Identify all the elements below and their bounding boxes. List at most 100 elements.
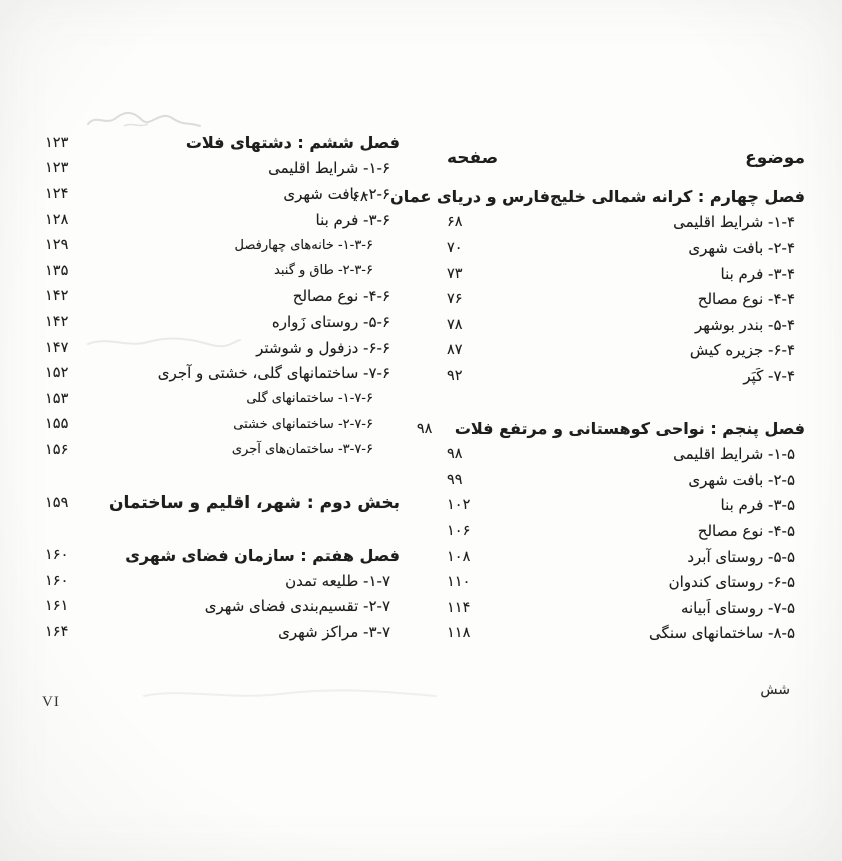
pencil-mark-bottom [143, 689, 437, 697]
toc-row-subitem: ۲-۷-۶- ساختمانهای خشتی ۱۵۵ [45, 412, 400, 438]
toc-row-subitem: ۳-۷-۶- ساختمان‌های آجری ۱۵۶ [45, 437, 400, 463]
toc-entry-label: فصل چهارم : کرانه شمالی خلیج‌فارس و دریا… [390, 187, 805, 207]
toc-entry-page-number: ۹۲ [447, 367, 463, 384]
toc-entry-page-number: ۹۹ [447, 471, 463, 488]
toc-row-item: ۲-۷- تقسیم‌بندی فضای شهری ۱۶۱ [45, 594, 400, 620]
toc-entry-page-number: ۱۶۰ [45, 547, 69, 564]
toc-entry-page-number: ۸۷ [447, 342, 463, 359]
toc-entry-label: ۳-۶- فرم بنا [315, 210, 391, 229]
toc-row-item: ۳-۶- فرم بنا ۱۲۸ [45, 207, 400, 233]
toc-entry-label: ۳-۷- مراکز شهری [278, 622, 390, 641]
toc-row-item: ۶-۴- جزیره کیش ۸۷ [447, 338, 805, 364]
toc-row-part: بخش دوم : شهر، اقلیم و ساختمان ۱۵۹ [45, 490, 400, 516]
toc-entry-page-number: ۱۰۸ [447, 548, 471, 565]
toc-entry-label: ۷-۶- ساختمانهای گلی، خشتی و آجری [157, 364, 390, 383]
toc-entry-page-number: ۱۶۱ [45, 598, 69, 615]
toc-entry-page-number: ۱۵۳ [45, 390, 69, 407]
toc-entry-label: ۲-۳-۶- طاق و گنبد [274, 263, 373, 279]
toc-entry-page-number: ۱۱۴ [447, 599, 471, 616]
toc-row-item: ۲-۵- بافت شهری ۹۹ [447, 467, 805, 493]
toc-entry-page-number: ۱۵۹ [45, 494, 69, 511]
toc-entry-label: ۷-۵- روستای اَبیانه [680, 598, 795, 617]
toc-entry-label: ۱-۷- طلیعه تمدن [285, 571, 390, 590]
toc-entry-page-number: ۱۶۰ [45, 572, 69, 589]
toc-row-item: ۵-۴- بندر بوشهر ۷۸ [447, 312, 805, 338]
toc-row-item: ۷-۴- کَپَر ۹۲ [447, 363, 805, 389]
toc-row-item: ۵-۶- روستای زَواره ۱۴۲ [45, 309, 400, 335]
toc-entry-page-number: ۱۲۳ [45, 134, 69, 151]
toc-entry-label: ۶-۶- دزفول و شوشتر [256, 338, 390, 357]
toc-entry-label: ۱-۴- شرایط اقلیمی [673, 213, 795, 232]
toc-row-item: ۴-۴- نوع مصالح ۷۶ [447, 286, 805, 312]
toc-entry-label: ۷-۴- کَپَر [743, 366, 795, 385]
toc-header-row: موضوع صفحه [447, 145, 805, 171]
toc-entry-page-number: ۶۸ [447, 214, 463, 231]
toc-row-item: ۳-۷- مراکز شهری ۱۶۴ [45, 619, 400, 645]
toc-row-item: ۱-۶- شرایط اقلیمی ۱۲۳ [45, 156, 400, 182]
toc-entry-page-number: ۱۱۰ [447, 574, 471, 591]
toc-row-item: ۴-۶- نوع مصالح ۱۴۲ [45, 284, 400, 310]
toc-row-item: ۴-۵- نوع مصالح ۱۰۶ [447, 518, 805, 544]
toc-entry-label: ۱-۳-۶- خانه‌های چهارفصل [234, 237, 373, 253]
toc-right-rows: فصل چهارم : کرانه شمالی خلیج‌فارس و دریا… [352, 184, 805, 646]
toc-entry-label: ۱-۶- شرایط اقلیمی [268, 159, 390, 178]
toc-entry-page-number: ۱۲۸ [45, 211, 69, 228]
toc-entry-page-number: ۱۲۳ [45, 160, 69, 177]
toc-entry-label: ۱-۷-۶- ساختمانهای گلی [246, 391, 373, 407]
toc-entry-label: ۴-۴- نوع مصالح [697, 290, 795, 309]
toc-entry-page-number: ۱۵۶ [45, 441, 69, 458]
toc-row-chapter: فصل پنجم : نواحی کوهستانی و مرتفع فلات ۹۸ [417, 416, 805, 442]
toc-entry-label: ۸-۵- ساختمانهای سنگی [649, 624, 795, 643]
toc-row-item: ۵-۵- روستای آبرد ۱۰۸ [447, 544, 805, 570]
toc-entry-label: ۲-۵- بافت شهری [688, 470, 795, 489]
toc-entry-page-number: ۷۳ [447, 265, 463, 282]
toc-entry-label: ۵-۴- بندر بوشهر [695, 315, 795, 334]
toc-entry-page-number: ۷۶ [447, 291, 463, 308]
toc-row-item: ۶-۶- دزفول و شوشتر ۱۴۷ [45, 335, 400, 361]
footer-page-number-roman: VI [42, 694, 60, 710]
toc-row-item: ۱-۴- شرایط اقلیمی ۶۸ [447, 210, 805, 236]
toc-entry-page-number: ۱۲۴ [45, 185, 69, 202]
toc-entry-label: ۳-۴- فرم بنا [720, 264, 796, 283]
toc-entry-page-number: ۶۸ [352, 188, 368, 205]
toc-entry-label: ۴-۶- نوع مصالح [292, 287, 390, 306]
toc-entry-page-number: ۱۵۲ [45, 365, 69, 382]
toc-row-chapter: فصل ششم : دشتهای فلات ۱۲۳ [45, 130, 400, 156]
toc-entry-page-number: ۹۸ [416, 420, 433, 437]
toc-entry-page-number: ۱۴۷ [45, 339, 69, 356]
toc-left-rows: فصل ششم : دشتهای فلات ۱۲۳ ۱-۶- شرایط اقلیم… [45, 130, 400, 645]
toc-row-item: ۲-۶- بافت شهری ۱۲۴ [45, 181, 400, 207]
toc-entry-label: ۴-۵- نوع مصالح [697, 521, 795, 540]
toc-row-item: ۶-۵- روستای کندوان ۱۱۰ [447, 569, 805, 595]
toc-entry-page-number: ۱۶۴ [45, 623, 69, 640]
toc-entry-label: ۳-۷-۶- ساختمان‌های آجری [231, 442, 373, 458]
toc-entry-page-number: ۱۳۵ [45, 262, 69, 279]
toc-entry-label: ۵-۵- روستای آبرد [687, 547, 795, 566]
toc-column-left: فصل ششم : دشتهای فلات ۱۲۳ ۱-۶- شرایط اقلیم… [45, 130, 400, 645]
toc-entry-label: ۲-۶- بافت شهری [283, 184, 390, 203]
toc-row-item: ۱-۵- شرایط اقلیمی ۹۸ [447, 441, 805, 467]
toc-entry-label: ۲-۷- تقسیم‌بندی فضای شهری [204, 597, 390, 616]
footer-page-number-persian: شش [760, 682, 790, 698]
page-header-label: صفحه [447, 148, 499, 168]
toc-entry-label: فصل پنجم : نواحی کوهستانی و مرتفع فلات [454, 419, 805, 439]
toc-entry-label: ۲-۴- بافت شهری [688, 238, 795, 257]
toc-row-item: ۳-۵- فرم بنا ۱۰۲ [447, 493, 805, 519]
toc-row-subitem: ۱-۷-۶- ساختمانهای گلی ۱۵۳ [45, 386, 400, 412]
toc-entry-page-number: ۱۰۶ [447, 522, 471, 539]
toc-entry-page-number: ۹۸ [447, 446, 463, 463]
toc-entry-label: ۱-۵- شرایط اقلیمی [673, 445, 795, 464]
toc-row-subitem: ۱-۳-۶- خانه‌های چهارفصل ۱۲۹ [45, 232, 400, 258]
toc-entry-page-number: ۱۵۵ [45, 416, 69, 433]
toc-entry-label: ۵-۶- روستای زَواره [271, 312, 390, 331]
toc-row-item: ۷-۶- ساختمانهای گلی، خشتی و آجری ۱۵۲ [45, 360, 400, 386]
toc-row-item: ۱-۷- طلیعه تمدن ۱۶۰ [45, 568, 400, 594]
toc-row-subitem: ۲-۳-۶- طاق و گنبد ۱۳۵ [45, 258, 400, 284]
toc-entry-label: ۲-۷-۶- ساختمانهای خشتی [233, 416, 373, 432]
toc-entry-page-number: ۱۰۲ [447, 497, 471, 514]
toc-entry-label: فصل ششم : دشتهای فلات [185, 133, 400, 153]
toc-entry-label: فصل هفتم : سازمان فضای شهری [125, 545, 400, 565]
toc-entry-page-number: ۷۰ [447, 239, 463, 256]
toc-entry-label: ۶-۵- روستای کندوان [668, 573, 795, 592]
